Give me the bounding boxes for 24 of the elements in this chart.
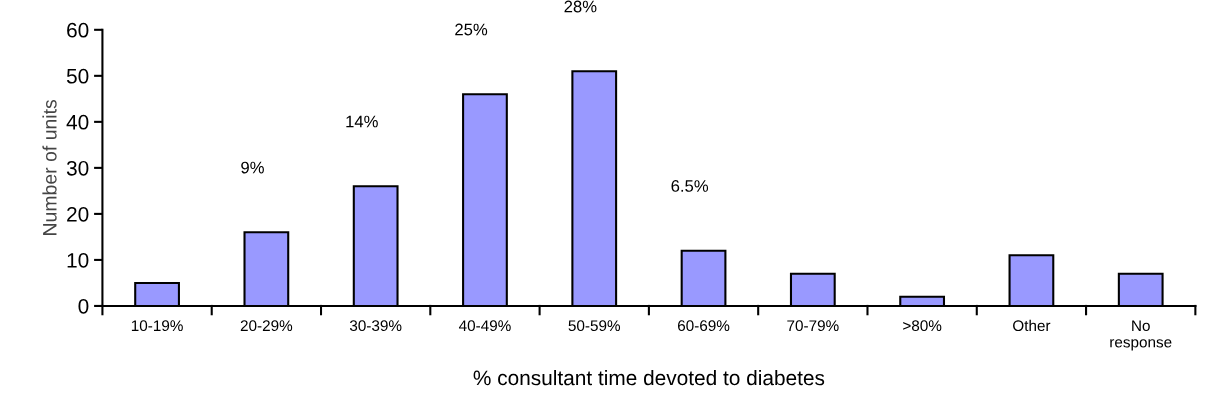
x-tick-label: >80% [903, 320, 942, 332]
y-tick-label: 30 [66, 160, 89, 176]
x-tick-label: Other [1013, 319, 1051, 332]
x-tick-label: 60-69% [677, 320, 730, 332]
y-tick-label: 60 [67, 22, 89, 38]
x-tick-label: 50-59% [568, 320, 621, 332]
y-tick-label: 50 [66, 68, 89, 84]
x-tick-label: 70-79% [787, 320, 839, 332]
text: 28% [564, 0, 597, 13]
x-tick-label: 30-39% [349, 320, 402, 332]
y-tick-label: 40 [66, 114, 89, 130]
x-tick-label: 10-19% [131, 320, 183, 332]
x-tick-label: 40-49% [458, 320, 511, 332]
x-axis-title: % consultant time devoted to diabetes [473, 369, 825, 386]
y-tick-label: 20 [67, 206, 89, 222]
y-axis-title: Number of units [42, 99, 57, 235]
y-tick-label: 0 [78, 298, 89, 314]
y-tick-label: 10 [67, 252, 89, 268]
annotation: 6.5% [671, 180, 709, 192]
x-tick-label: No response [1110, 320, 1172, 351]
annotation: 9% [241, 161, 264, 174]
annotation: 25% [455, 23, 488, 36]
annotation: 14% [346, 115, 378, 128]
x-tick-label: 20-29% [240, 320, 293, 332]
